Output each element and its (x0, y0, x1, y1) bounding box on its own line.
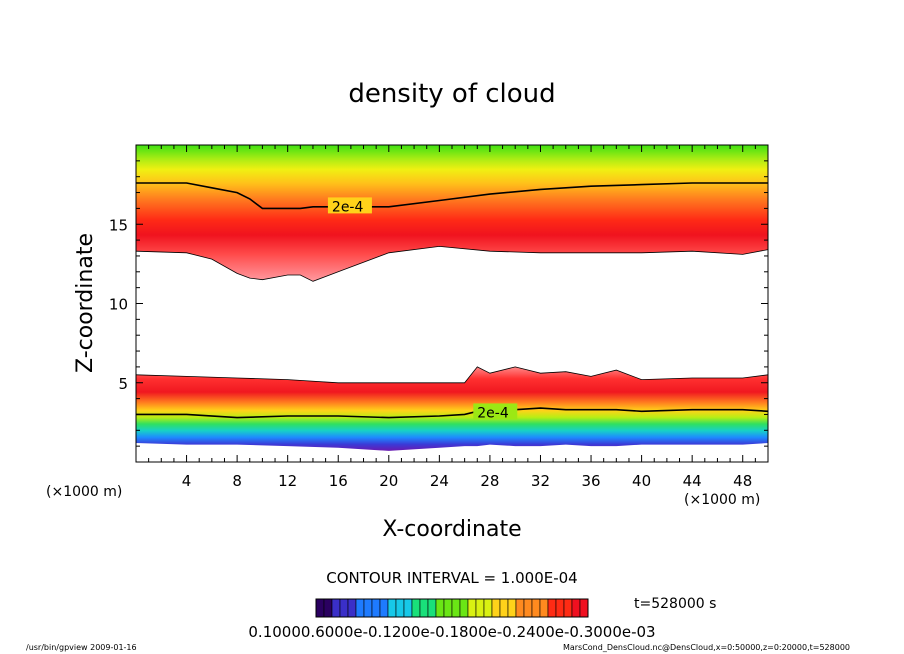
colorbar-cell (411, 598, 421, 618)
x-tick-label: 8 (232, 472, 242, 490)
colorbar-cell (579, 598, 589, 618)
axis-ticks (136, 145, 768, 462)
lower-cloud-band (136, 366, 768, 451)
chart-title: density of cloud (348, 79, 555, 109)
colorbar-cell (483, 598, 493, 618)
x-tick-label: 36 (581, 472, 600, 490)
contour-label-bg (473, 403, 518, 420)
x-tick-label: 40 (632, 472, 651, 490)
x-axis-label: X-coordinate (382, 517, 521, 542)
x-tick-label: 24 (430, 472, 449, 490)
colorbar-cell (475, 598, 485, 618)
x-unit-right: (×1000 m) (684, 492, 760, 508)
colorbar-cell (451, 598, 461, 618)
x-tick-label: 48 (733, 472, 752, 490)
colorbar-cell (507, 598, 517, 618)
contour-label: 2e-4 (477, 405, 509, 421)
program-label: /usr/bin/gpview 2009-01-16 (26, 643, 137, 652)
colorbar-cell (443, 598, 453, 618)
contour-label-bg (327, 197, 372, 214)
colorbar-cell (419, 598, 429, 618)
x-tick-label: 20 (379, 472, 398, 490)
colorbar-cell (403, 598, 413, 618)
x-tick-label: 16 (329, 472, 348, 490)
y-axis-label: Z-coordinate (73, 233, 98, 373)
x-tick-label: 28 (480, 472, 499, 490)
colorbar-cell (531, 598, 541, 618)
upper-band-edge-line (136, 245, 768, 282)
colorbar-cell (515, 598, 525, 618)
x-tick-label: 32 (531, 472, 550, 490)
colorbar-cell (467, 598, 477, 618)
x-tick-label: 4 (182, 472, 192, 490)
colorbar-cell (563, 598, 573, 618)
colorbar-cell (435, 598, 445, 618)
x-tick-label: 44 (683, 472, 702, 490)
colorbar-cell (491, 598, 501, 618)
colorbar-cell (395, 598, 405, 618)
time-label: t=528000 s (634, 596, 716, 612)
colorbar-cell (363, 598, 373, 618)
colorbar-cell (387, 598, 397, 618)
upper-cloud-band (136, 145, 768, 282)
contour-label: 2e-4 (332, 199, 364, 215)
colorbar-cell (315, 598, 325, 618)
colorbar (315, 598, 589, 618)
colorbar-tick-labels: 0.10000.6000e-0.1200e-0.1800e-0.2400e-0.… (248, 623, 655, 641)
colorbar-cell (427, 598, 437, 618)
colorbar-frame (315, 598, 589, 618)
colorbar-cell (539, 598, 549, 618)
colorbar-cell (355, 598, 365, 618)
y-tick-label: 15 (109, 216, 128, 234)
colorbar-cell (379, 598, 389, 618)
colorbar-cell (347, 598, 357, 618)
y-tick-labels: 5 10 15 (109, 216, 128, 393)
x-tick-label: 12 (278, 472, 297, 490)
colorbar-cell (547, 598, 557, 618)
colorbar-cell (523, 598, 533, 618)
colorbar-cell (499, 598, 509, 618)
colorbar-cell (331, 598, 341, 618)
lower-band-edge-line (136, 366, 768, 384)
y-tick-label: 5 (118, 375, 128, 393)
colorbar-cell (371, 598, 381, 618)
colorbar-cell (323, 598, 333, 618)
colorbar-cell (571, 598, 581, 618)
x-unit-left: (×1000 m) (46, 484, 122, 500)
colorbar-cell (555, 598, 565, 618)
source-label: MarsCond_DensCloud.nc@DensCloud,x=0:5000… (563, 643, 850, 652)
colorbar-cell (339, 598, 349, 618)
y-tick-label: 10 (109, 296, 128, 314)
colorbar-cell (459, 598, 469, 618)
x-tick-labels: 4 8 12 16 20 24 28 32 36 40 44 48 (182, 472, 752, 490)
plot-area: 2e-4 2e-4 (136, 145, 768, 451)
contour-labels: 2e-4 2e-4 (327, 197, 518, 421)
contour-interval: CONTOUR INTERVAL = 1.000E-04 (326, 569, 577, 587)
